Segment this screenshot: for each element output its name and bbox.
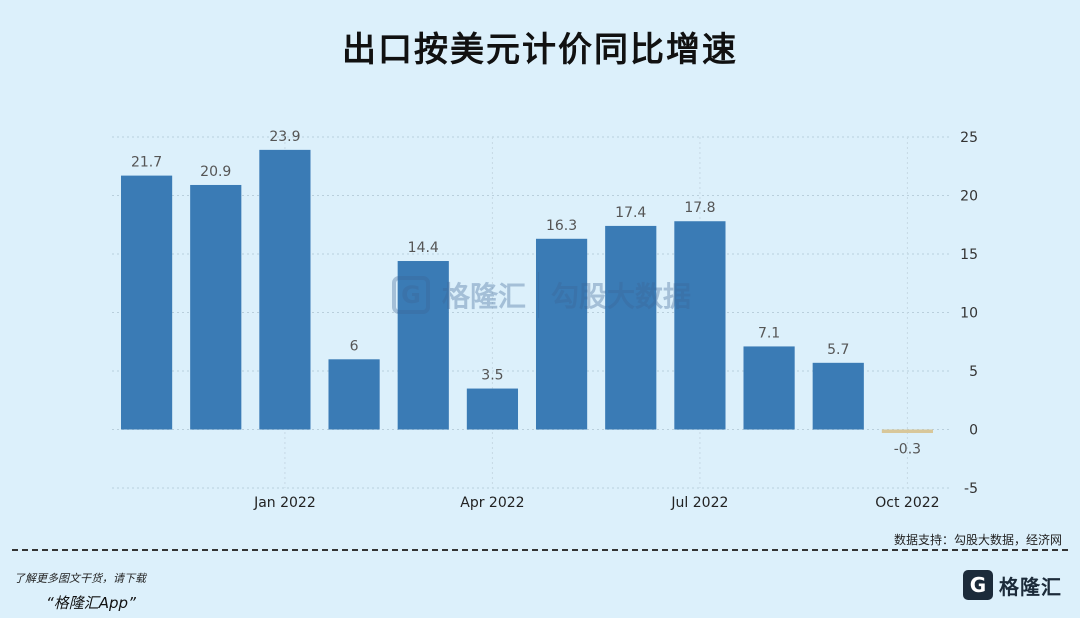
x-tick-label: Jan 2022 [253, 495, 316, 511]
y-tick-label: -5 [964, 481, 978, 497]
data-label: 17.4 [615, 205, 646, 221]
data-label: 16.3 [546, 218, 577, 234]
bar [743, 346, 795, 430]
bars [120, 149, 934, 434]
y-tick-label: 10 [960, 306, 978, 322]
bar [605, 225, 657, 430]
bar [881, 429, 934, 434]
y-tick-label: 5 [969, 364, 978, 380]
y-tick-label: 20 [960, 189, 978, 205]
bar [535, 238, 588, 430]
x-tick-label: Jul 2022 [670, 495, 728, 511]
bar [674, 221, 726, 430]
data-label: 17.8 [684, 200, 715, 216]
data-source-note: 数据支持：勾股大数据，经济网 [893, 533, 1062, 547]
data-label: 3.5 [481, 368, 503, 384]
x-axis-ticks: Jan 2022 Apr 2022 Jul 2022 Oct 2022 [253, 495, 939, 511]
chart-title: 出口按美元计价同比增速 [342, 30, 738, 70]
bar [190, 184, 242, 430]
data-label: 6 [350, 338, 359, 354]
bar [397, 261, 449, 430]
data-label: 5.7 [827, 342, 849, 358]
bar [812, 362, 864, 430]
y-axis-ticks: 25 20 15 10 5 0 -5 [960, 130, 978, 497]
value-labels: 21.7 20.9 23.9 6 14.4 3.5 16.3 17.4 17.8 7.1 5.7 -0… [131, 129, 921, 458]
brand-name: 格隆汇 [999, 574, 1062, 599]
data-label: -0.3 [894, 442, 921, 458]
brand-g-icon: G [963, 570, 993, 600]
bar [259, 149, 311, 430]
y-tick-label: 15 [960, 247, 978, 263]
data-label: 14.4 [408, 240, 439, 256]
bar [328, 359, 380, 430]
x-tick-label: Apr 2022 [460, 495, 524, 511]
x-tick-label: Oct 2022 [875, 495, 939, 511]
data-label: 20.9 [200, 164, 231, 180]
y-tick-label: 25 [960, 130, 978, 146]
data-label: 7.1 [758, 325, 780, 341]
y-tick-label: 0 [969, 423, 978, 439]
data-label: 21.7 [131, 155, 162, 171]
promo-text: 了解更多图文干货，请下载 [14, 572, 146, 585]
data-label: 23.9 [269, 129, 300, 145]
footer-divider [12, 549, 1068, 551]
bar [466, 388, 519, 430]
bar [120, 175, 173, 430]
promo-app-name: “格隆汇App” [46, 594, 136, 612]
brand-logo: G 格隆汇 [963, 570, 1062, 600]
